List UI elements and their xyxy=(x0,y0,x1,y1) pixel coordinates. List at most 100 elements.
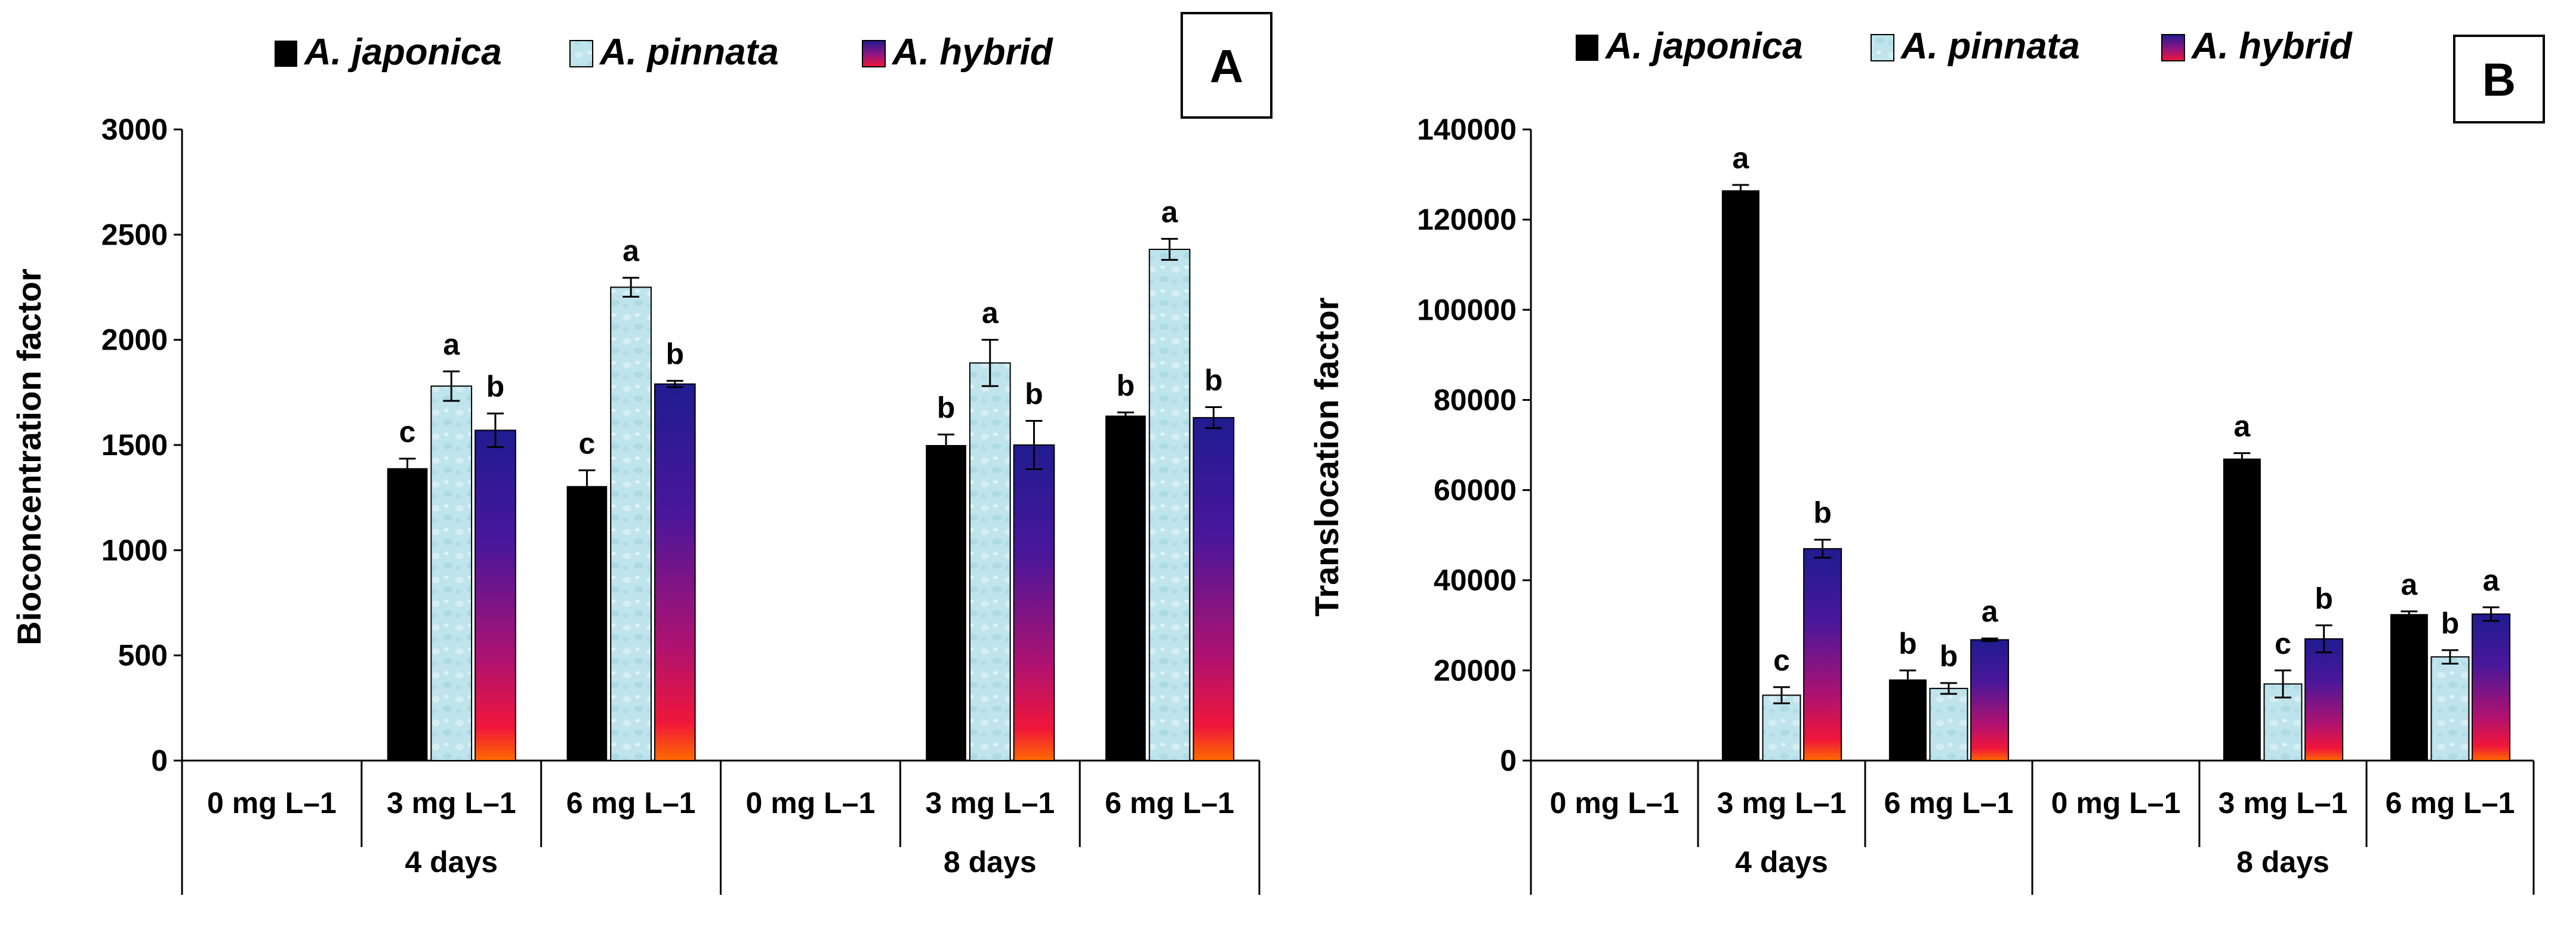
x-group-label: 8 days xyxy=(944,845,1037,879)
y-tick-label: 0 xyxy=(1500,744,1517,777)
y-axis-label: Translocation factor xyxy=(1308,297,1345,616)
significance-label: b xyxy=(2441,607,2460,640)
significance-label: b xyxy=(1899,627,1917,660)
panel-label: B xyxy=(2482,54,2516,106)
legend-swatch xyxy=(569,40,593,67)
y-tick-label: 1000 xyxy=(101,533,168,567)
significance-label: b xyxy=(486,370,505,403)
significance-label: c xyxy=(2275,627,2291,660)
chart-panel-b: 0 20000 40000 60000 80000 100000 120000 140000 T… xyxy=(1308,26,2545,895)
significance-label: b xyxy=(1117,369,1135,402)
bar-ahybrid xyxy=(474,430,516,761)
legend-swatch xyxy=(2161,34,2185,61)
significance-label: b xyxy=(666,337,685,370)
x-category-label: 6 mg L–1 xyxy=(566,786,696,820)
significance-label: b xyxy=(1204,364,1223,397)
significance-label: b xyxy=(937,391,956,424)
bar-apinnata xyxy=(430,385,473,761)
legend-swatch xyxy=(1871,34,1894,61)
x-category-label: 0 mg L–1 xyxy=(207,786,337,820)
bar-apinnata xyxy=(2430,656,2470,761)
bar-ahybrid xyxy=(1970,639,2010,762)
x-category-label: 3 mg L–1 xyxy=(387,786,516,820)
panel-label-box xyxy=(1181,12,1272,119)
bar-ajaponica xyxy=(1888,679,1927,761)
y-tick-label: 0 xyxy=(151,744,168,777)
chart-panel-a: 0 500 1000 1500 2000 2500 3000 Bioconcentration… xyxy=(10,12,1272,895)
x-category-label: 3 mg L–1 xyxy=(1717,786,1847,820)
y-axis-label: Bioconcentration factor xyxy=(10,268,48,645)
legend-swatch xyxy=(275,41,297,67)
panel-label: A xyxy=(1210,40,1243,92)
bar-apinnata xyxy=(969,362,1011,761)
bar-ahybrid xyxy=(2304,638,2344,762)
x-category-label: 6 mg L–1 xyxy=(1105,786,1234,820)
legend-label: A. hybrid xyxy=(891,32,1053,73)
panel-label-box xyxy=(2453,35,2545,123)
x-category-label: 3 mg L–1 xyxy=(925,786,1055,820)
y-tick-label: 140000 xyxy=(1417,113,1517,146)
bar-apinnata xyxy=(1148,249,1191,761)
significance-label: b xyxy=(2315,582,2333,615)
y-tick-label: 500 xyxy=(118,639,168,672)
significance-label: b xyxy=(1813,496,1832,530)
significance-label: a xyxy=(982,296,999,330)
legend-label: A. pinnata xyxy=(599,32,779,73)
bar-apinnata xyxy=(1762,694,1801,761)
y-tick-label: 2500 xyxy=(101,218,168,251)
bar-ahybrid xyxy=(2472,613,2511,761)
significance-label: b xyxy=(1025,377,1043,410)
significance-label: a xyxy=(2483,564,2500,597)
x-group-label: 8 days xyxy=(2236,845,2330,879)
x-category-label: 0 mg L–1 xyxy=(2051,786,2181,820)
y-tick-label: 1500 xyxy=(101,428,168,462)
bar-ajaponica xyxy=(2223,458,2261,761)
legend-swatch xyxy=(862,40,886,67)
bar-ahybrid xyxy=(1013,444,1055,761)
significance-label: a xyxy=(623,234,640,268)
bar-ahybrid xyxy=(1803,548,1842,761)
bar-ajaponica xyxy=(2390,614,2428,761)
legend-label: A. japonica xyxy=(1604,26,1803,67)
y-tick-label: 100000 xyxy=(1417,293,1517,326)
y-tick-label: 3000 xyxy=(101,113,168,146)
legend-label: A. pinnata xyxy=(1900,26,2080,67)
y-tick-label: 120000 xyxy=(1417,203,1517,236)
significance-label: c xyxy=(578,427,595,460)
bar-ajaponica xyxy=(1105,415,1146,761)
x-group-label: 4 days xyxy=(1735,845,1828,879)
bar-ahybrid xyxy=(654,383,696,761)
y-tick-label: 20000 xyxy=(1434,654,1517,687)
legend-label: A. hybrid xyxy=(2190,26,2353,67)
significance-label: a xyxy=(443,328,460,362)
bar-ajaponica xyxy=(1721,190,1760,761)
x-category-label: 0 mg L–1 xyxy=(746,786,876,820)
bar-apinnata xyxy=(2263,683,2303,761)
significance-label: b xyxy=(1940,639,1958,673)
significance-label: a xyxy=(1161,195,1179,228)
significance-label: a xyxy=(2401,568,2418,601)
y-tick-label: 40000 xyxy=(1434,564,1517,597)
x-category-label: 3 mg L–1 xyxy=(2218,786,2348,820)
bar-ajaponica xyxy=(387,468,428,761)
bar-apinnata xyxy=(610,286,652,761)
legend-swatch xyxy=(1576,35,1598,61)
x-group-label: 4 days xyxy=(405,845,498,879)
bar-ajaponica xyxy=(566,486,608,761)
significance-label: a xyxy=(1982,595,1999,628)
bar-apinnata xyxy=(1929,688,1968,761)
significance-label: c xyxy=(399,415,416,449)
significance-label: a xyxy=(2233,410,2251,443)
significance-label: c xyxy=(1773,644,1790,677)
y-tick-label: 80000 xyxy=(1434,383,1517,416)
bar-ajaponica xyxy=(926,445,966,761)
bar-ahybrid xyxy=(1193,417,1235,761)
significance-label: a xyxy=(1732,141,1749,175)
y-tick-label: 2000 xyxy=(101,323,168,357)
legend-label: A. japonica xyxy=(303,32,502,73)
x-category-label: 6 mg L–1 xyxy=(1884,786,2014,820)
x-category-label: 6 mg L–1 xyxy=(2386,786,2515,820)
y-tick-label: 60000 xyxy=(1434,474,1517,507)
